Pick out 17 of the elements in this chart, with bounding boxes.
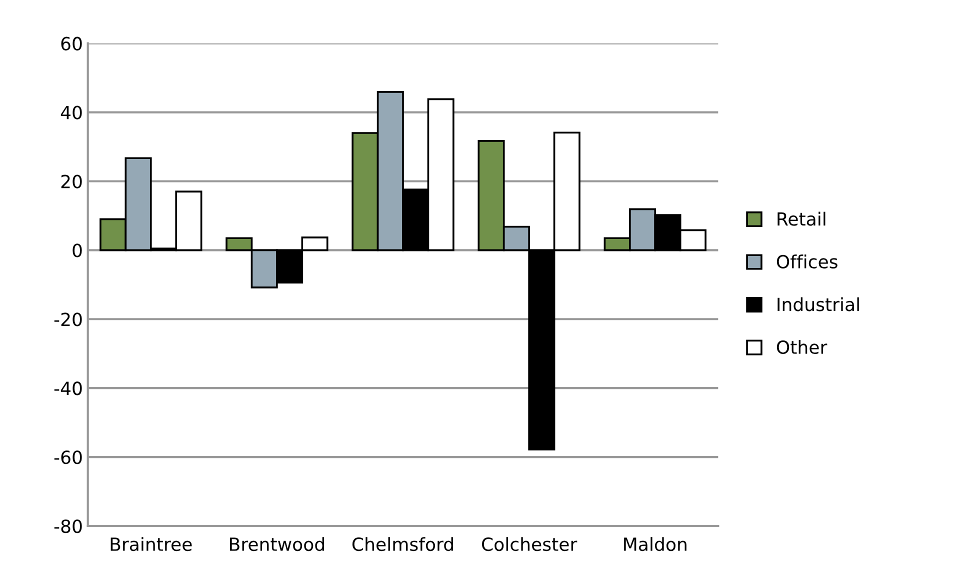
y-tick-label: 60 — [61, 36, 82, 50]
x-tick-label: Chelmsford — [352, 537, 453, 552]
legend-label: Offices — [776, 254, 838, 269]
y-tick-label: -40 — [54, 382, 82, 396]
x-tick-label: Colchester — [482, 537, 578, 552]
legend-label: Industrial — [778, 297, 859, 312]
legend-label: Retail — [778, 212, 826, 226]
y-tick-label: -80 — [54, 519, 82, 534]
x-tick-label: Brentwood — [230, 537, 324, 552]
y-tick-label: -60 — [54, 450, 82, 464]
y-tick-label: -20 — [54, 312, 82, 326]
x-tick-label: Braintree — [110, 537, 192, 552]
legend-label: Other — [776, 340, 828, 354]
y-tick-label: 20 — [61, 174, 82, 188]
y-tick-label: 40 — [60, 106, 82, 120]
x-tick-label: Maldon — [624, 537, 686, 552]
y-tick-label: 0 — [72, 244, 82, 258]
